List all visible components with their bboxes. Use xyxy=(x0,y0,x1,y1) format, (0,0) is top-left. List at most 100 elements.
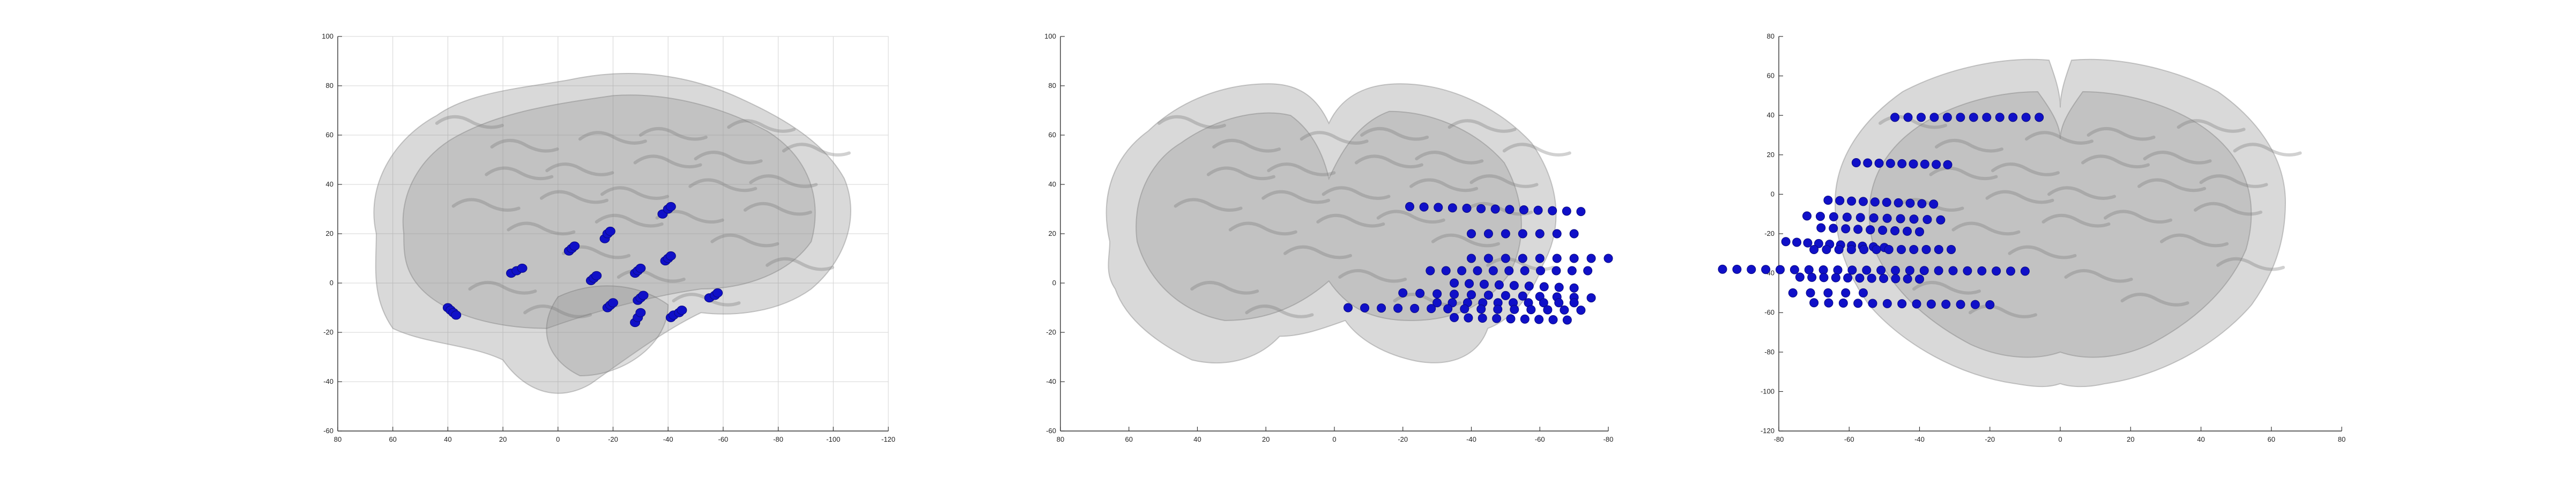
electrode-point xyxy=(1450,313,1459,322)
electrode-point xyxy=(1476,304,1486,314)
brain-gyrus xyxy=(451,198,521,212)
brain-gyrus xyxy=(1261,190,1331,204)
brain-gyrus xyxy=(595,213,664,228)
electrode-point xyxy=(1788,288,1798,298)
axes: 80 60 40 20 0 -20 -40 -60 -80 100 80 60 40 20 0 -20 -40 -… xyxy=(1044,32,1613,443)
electrode-point xyxy=(1894,198,1903,207)
electrode-point xyxy=(1920,159,1929,169)
electrode-point xyxy=(1586,293,1596,303)
brain-gyrus xyxy=(694,151,763,165)
electrode-point xyxy=(1948,266,1958,276)
brain-gyrus xyxy=(1929,166,1998,181)
y-tick-label: -40 xyxy=(323,377,333,385)
electrode-point xyxy=(1562,206,1571,216)
electrode-point xyxy=(2008,113,2018,122)
electrode-point xyxy=(1360,303,1370,313)
electrode-point xyxy=(2020,266,2030,276)
y-tick-label: 80 xyxy=(1767,32,1775,40)
y-tick-label: 80 xyxy=(1049,81,1056,90)
electrode-point xyxy=(2021,113,2031,122)
y-tick-label: 40 xyxy=(326,180,333,188)
y-tick-label: -120 xyxy=(1761,427,1775,435)
brain-gyrus xyxy=(1267,162,1336,176)
electrode-point xyxy=(1483,291,1493,300)
electrode-point xyxy=(1841,224,1851,234)
electrode-point xyxy=(1567,266,1577,276)
x-tick-label: 0 xyxy=(1332,435,1336,443)
electrode-point xyxy=(1829,212,1838,221)
electrode-point xyxy=(1818,265,1828,274)
electrode-point xyxy=(2006,266,2015,276)
electrode-point xyxy=(1874,158,1884,168)
electrode-point xyxy=(1882,198,1891,207)
y-tick-label: 80 xyxy=(326,81,333,90)
electrode-point xyxy=(1761,265,1771,274)
electrode-point xyxy=(1882,299,1892,308)
brain-gyrus xyxy=(1469,174,1539,188)
x-tick-label: 0 xyxy=(556,435,560,443)
electrode-point xyxy=(1909,159,1918,169)
electrode-point xyxy=(1434,203,1443,212)
electrode-point xyxy=(1884,244,1894,254)
electrode-point xyxy=(1977,266,1987,276)
electrode-point xyxy=(1492,314,1502,323)
x-tick-label: 20 xyxy=(2127,435,2134,443)
electrode-point xyxy=(1457,266,1467,276)
brain-gyrus xyxy=(2042,213,2111,228)
electrode-point xyxy=(1603,254,1613,263)
y-tick-label: -60 xyxy=(1046,427,1056,435)
electrode-point xyxy=(1847,265,1857,275)
electrode-point xyxy=(1795,272,1805,282)
electrode-point xyxy=(1518,291,1527,301)
x-tick-label: 80 xyxy=(1057,435,1064,443)
electrode-point xyxy=(517,263,528,273)
electrode-point xyxy=(1501,229,1510,239)
electrode-point xyxy=(1843,273,1853,283)
electrode-point xyxy=(1803,238,1813,248)
electrode-point xyxy=(1995,113,2005,122)
electrode-point xyxy=(1859,197,1868,206)
electrode-point xyxy=(1781,237,1791,247)
brain-outline xyxy=(1105,83,1557,363)
brain-gyrus xyxy=(2087,127,2156,141)
electrode-point xyxy=(1855,273,1865,283)
electrode-point xyxy=(1441,266,1451,276)
electrode-point xyxy=(1536,266,1546,276)
x-tick-label: -80 xyxy=(1603,435,1614,443)
electrode-point xyxy=(1554,298,1564,308)
x-tick-label: -60 xyxy=(718,435,729,443)
brain-gyrus xyxy=(727,119,796,133)
electrode-point xyxy=(1520,314,1530,324)
electrode-point xyxy=(1488,266,1498,276)
electrode-point xyxy=(1919,266,1929,276)
electrode-point xyxy=(1776,265,1785,274)
coronal-view-chart: 80 60 40 20 0 -20 -40 -60 -80 100 80 60 40 20 0 -20 -40 -… xyxy=(1044,32,1613,443)
electrode-point xyxy=(1569,254,1579,263)
electrode-point xyxy=(712,288,723,298)
electrode-point xyxy=(1569,298,1579,308)
x-tick-label: 0 xyxy=(2058,435,2062,443)
brain-gyrus xyxy=(1991,162,2060,176)
electrode-point xyxy=(635,308,646,317)
electrode-point xyxy=(1863,158,1873,168)
electrode-point xyxy=(1853,225,1863,234)
x-tick-label: -40 xyxy=(1466,435,1476,443)
electrode-point xyxy=(1450,289,1459,299)
electrode-point xyxy=(1465,279,1474,288)
electrode-point xyxy=(1807,272,1817,282)
x-tick-label: -20 xyxy=(608,435,618,443)
electrode-point xyxy=(1467,254,1476,263)
y-tick-label: -60 xyxy=(323,427,333,435)
x-tick-label: 80 xyxy=(334,435,342,443)
electrode-point xyxy=(1410,303,1420,313)
electrode-point xyxy=(1872,244,1881,254)
electrode-point xyxy=(1859,288,1868,298)
electrode-point xyxy=(1982,113,1992,122)
electrode-point xyxy=(1467,229,1476,239)
electrode-point xyxy=(1815,212,1825,221)
electrode-point xyxy=(1947,244,1956,254)
electrode-point xyxy=(1490,204,1500,214)
electrode-point xyxy=(1859,244,1869,254)
electrode-point xyxy=(677,306,687,315)
electrode-point xyxy=(1462,203,1472,213)
